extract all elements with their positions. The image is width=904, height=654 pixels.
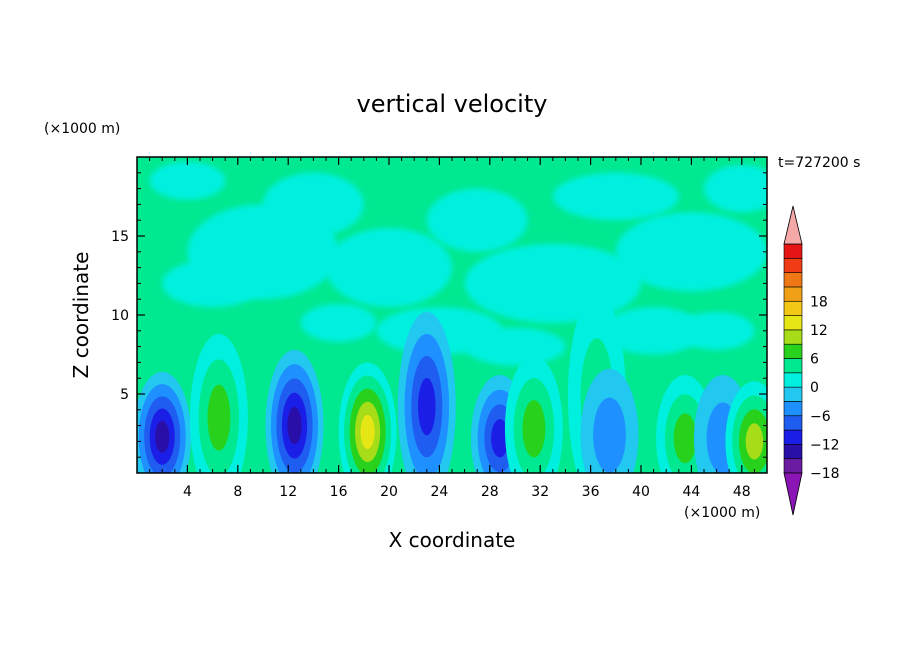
y-axis-unit: (×1000 m) xyxy=(44,121,120,137)
colorbar-tick-label: 6 xyxy=(810,352,819,368)
colorbar: −18 −12 −6 0 6 12 18 xyxy=(783,205,840,516)
colorbar-segment xyxy=(783,286,803,302)
colorbar-tick-label: 0 xyxy=(810,380,819,396)
upper-patch xyxy=(464,243,641,323)
upper-patch xyxy=(326,228,452,308)
contour-band xyxy=(207,384,231,451)
contour-band xyxy=(593,397,626,473)
y-axis: 5 10 15 xyxy=(111,172,767,458)
velocity-cell xyxy=(397,311,456,473)
upper-patch xyxy=(678,311,755,350)
contour-band xyxy=(522,400,546,458)
colorbar-over-triangle xyxy=(783,205,803,245)
x-tick-label: 20 xyxy=(380,484,398,500)
upper-patch xyxy=(162,259,263,308)
contour-band xyxy=(745,423,764,460)
colorbar-segment xyxy=(783,272,803,288)
colorbar-segment xyxy=(783,315,803,331)
velocity-cell xyxy=(137,371,192,473)
velocity-cell xyxy=(338,362,397,473)
x-axis: 4 8 12 16 20 24 28 32 36 40 44 48 xyxy=(149,157,755,500)
colorbar-segment xyxy=(783,444,803,459)
upper-patch xyxy=(263,172,364,236)
contour-band xyxy=(491,419,509,458)
velocity-cell xyxy=(189,333,248,473)
colorbar-segment xyxy=(783,358,803,374)
y-tick-label: 10 xyxy=(111,308,129,324)
colorbar-tick-label: 18 xyxy=(810,294,828,310)
velocity-features xyxy=(137,292,767,473)
colorbar-segment xyxy=(783,415,803,431)
contour-band xyxy=(418,377,436,436)
colorbar-segment xyxy=(783,329,803,345)
upper-patch xyxy=(603,307,704,355)
colorbar-segment xyxy=(783,300,803,316)
colorbar-tick-label: −18 xyxy=(810,466,840,482)
time-label: t=727200 s xyxy=(778,155,860,171)
x-tick-label: 12 xyxy=(279,484,297,500)
plot-area xyxy=(137,157,767,473)
x-tick-label: 40 xyxy=(632,484,650,500)
colorbar-segment xyxy=(783,372,803,388)
x-tick-label: 48 xyxy=(733,484,751,500)
colorbar-segment xyxy=(783,386,803,402)
upper-patch xyxy=(552,172,679,221)
colorbar-tick-label: −12 xyxy=(810,437,840,453)
contour-band xyxy=(155,420,170,453)
contour-band xyxy=(287,406,302,445)
velocity-cell xyxy=(265,349,324,473)
y-axis-label: Z coordinate xyxy=(69,252,93,379)
x-axis-label: X coordinate xyxy=(389,528,516,552)
velocity-cell xyxy=(504,356,563,473)
colorbar-segment xyxy=(783,401,803,417)
x-tick-label: 44 xyxy=(682,484,700,500)
velocity-cell xyxy=(580,368,639,473)
x-tick-label: 32 xyxy=(531,484,549,500)
y-tick-label: 15 xyxy=(111,229,129,245)
contour-band xyxy=(673,413,697,464)
x-tick-label: 24 xyxy=(430,484,448,500)
x-tick-label: 16 xyxy=(330,484,348,500)
upper-patch xyxy=(300,303,377,342)
colorbar-segment xyxy=(783,429,803,445)
y-tick-label: 5 xyxy=(120,387,129,403)
x-tick-label: 4 xyxy=(183,484,192,500)
colorbar-tick-label: −6 xyxy=(810,409,831,425)
colorbar-segment xyxy=(783,243,803,259)
colorbar-segment xyxy=(783,258,803,273)
x-tick-label: 28 xyxy=(481,484,499,500)
colorbar-segment xyxy=(783,458,803,474)
colorbar-segment xyxy=(783,343,803,359)
x-tick-label: 8 xyxy=(233,484,242,500)
upper-patch xyxy=(615,212,767,292)
upper-patch xyxy=(704,164,767,213)
colorbar-under-triangle xyxy=(783,472,803,516)
upper-patch xyxy=(426,188,528,252)
colorbar-tick-label: 12 xyxy=(810,323,828,339)
x-axis-unit: (×1000 m) xyxy=(684,505,760,521)
upper-patch xyxy=(149,161,226,200)
upper-patch xyxy=(464,327,566,366)
contour-band xyxy=(360,414,375,449)
x-tick-label: 36 xyxy=(582,484,600,500)
velocity-cell xyxy=(725,381,767,473)
chart-title: vertical velocity xyxy=(357,90,548,118)
